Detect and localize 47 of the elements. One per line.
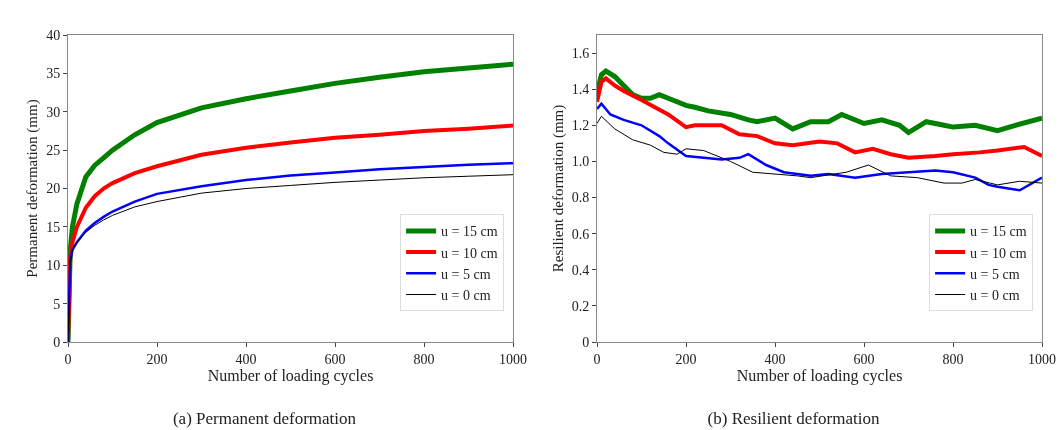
- y-axis-title: Resilient deformation (mm): [549, 104, 567, 273]
- y-tick-label: 1.6: [571, 45, 590, 61]
- text: (b) Resilient deformation: [707, 408, 880, 428]
- y-tick-label: 20: [46, 181, 61, 197]
- legend-label: u = 0 cm: [970, 287, 1020, 303]
- legend-label: u = 15 cm: [441, 224, 498, 240]
- x-tick-label: 200: [146, 351, 168, 367]
- y-tick-label: 40: [46, 27, 61, 43]
- y-tick-label: 10: [46, 258, 61, 274]
- legend-label: u = 15 cm: [970, 224, 1027, 240]
- y-tick-label: 0: [53, 334, 61, 350]
- y-tick-label: 0.8: [571, 190, 590, 206]
- y-tick-label: 5: [53, 296, 61, 312]
- text: (a) Permanent deformation: [172, 408, 357, 428]
- x-axis-title: Number of loading cycles: [207, 366, 374, 385]
- x-tick-label: 400: [235, 351, 257, 367]
- line-series: [597, 76, 1042, 160]
- y-tick-label: 0.4: [571, 262, 590, 278]
- y-tick-label: 25: [46, 143, 61, 159]
- x-tick-label: 600: [853, 351, 875, 367]
- x-tick-label: 0: [593, 351, 601, 367]
- y-tick-label: 1.0: [571, 154, 590, 170]
- x-tick-label: 400: [764, 351, 786, 367]
- line-series: [597, 115, 1042, 186]
- legend-label: u = 10 cm: [970, 245, 1027, 261]
- legend-label: u = 5 cm: [970, 266, 1020, 282]
- legend-label: u = 10 cm: [441, 245, 498, 261]
- x-tick-label: 600: [324, 351, 346, 367]
- y-tick-label: 1.2: [571, 118, 590, 134]
- y-tick-label: 15: [46, 219, 61, 235]
- x-tick-label: 1000: [1028, 351, 1056, 367]
- x-axis-title: Number of loading cycles: [736, 366, 903, 385]
- x-tick-label: 0: [64, 351, 72, 367]
- legend-label: u = 0 cm: [441, 287, 491, 303]
- y-tick-label: 0.2: [571, 298, 590, 314]
- y-tick-label: 1.4: [571, 82, 590, 98]
- x-tick-label: 800: [413, 351, 435, 367]
- y-tick-label: 0.6: [571, 226, 590, 242]
- x-tick-label: 200: [675, 351, 697, 367]
- y-tick-label: 0: [582, 334, 590, 350]
- x-tick-label: 1000: [499, 351, 527, 367]
- y-axis-title: Permanent deformation (mm): [24, 99, 42, 278]
- y-tick-label: 30: [46, 104, 61, 120]
- legend-label: u = 5 cm: [441, 266, 491, 282]
- line-series: [597, 102, 1042, 192]
- y-tick-label: 35: [46, 66, 61, 82]
- x-tick-label: 800: [942, 351, 964, 367]
